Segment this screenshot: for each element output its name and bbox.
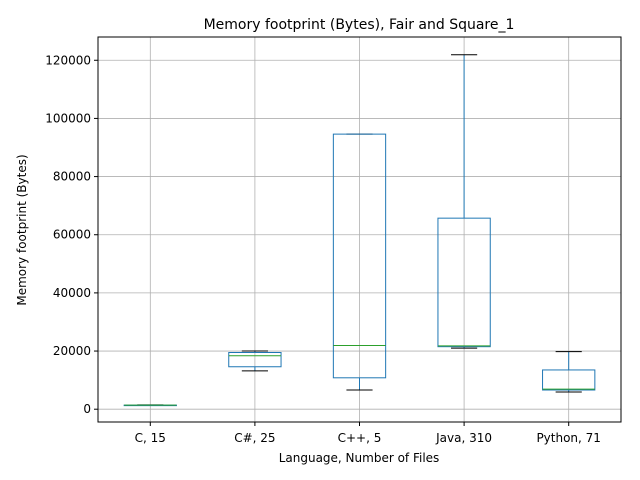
iqr-box — [542, 369, 596, 391]
grid-lines — [98, 37, 621, 422]
x-axis-ticks: C, 15 C#, 25 C++, 5 Java, 310 Python, 71 — [135, 422, 601, 445]
y-tick-label: 120000 — [45, 53, 91, 67]
y-tick-label: 80000 — [53, 170, 91, 184]
y-tick-label: 0 — [83, 402, 91, 416]
y-tick-label: 100000 — [45, 111, 91, 125]
x-tick-label: C, 15 — [135, 431, 166, 445]
x-tick-label: Python, 71 — [536, 431, 601, 445]
iqr-box — [332, 133, 387, 379]
box-3 — [332, 133, 387, 391]
boxes — [123, 54, 596, 407]
x-tick-label: C#, 25 — [234, 431, 275, 445]
x-tick-label: C++, 5 — [338, 431, 382, 445]
y-tick-label: 60000 — [53, 228, 91, 242]
box-1 — [123, 404, 177, 407]
iqr-box — [228, 352, 282, 368]
y-tick-label: 20000 — [53, 344, 91, 358]
x-axis-label: Language, Number of Files — [279, 451, 440, 465]
x-tick-label: Java, 310 — [435, 431, 492, 445]
y-axis-label: Memory footprint (Bytes) — [15, 154, 29, 305]
box-4 — [437, 54, 491, 349]
box-2 — [228, 350, 282, 372]
y-axis-ticks: 0 20000 40000 60000 80000 100000 120000 — [45, 53, 98, 416]
box-5 — [542, 351, 596, 393]
y-tick-label: 40000 — [53, 286, 91, 300]
chart-title: Memory footprint (Bytes), Fair and Squar… — [204, 17, 515, 33]
iqr-box — [437, 217, 491, 348]
